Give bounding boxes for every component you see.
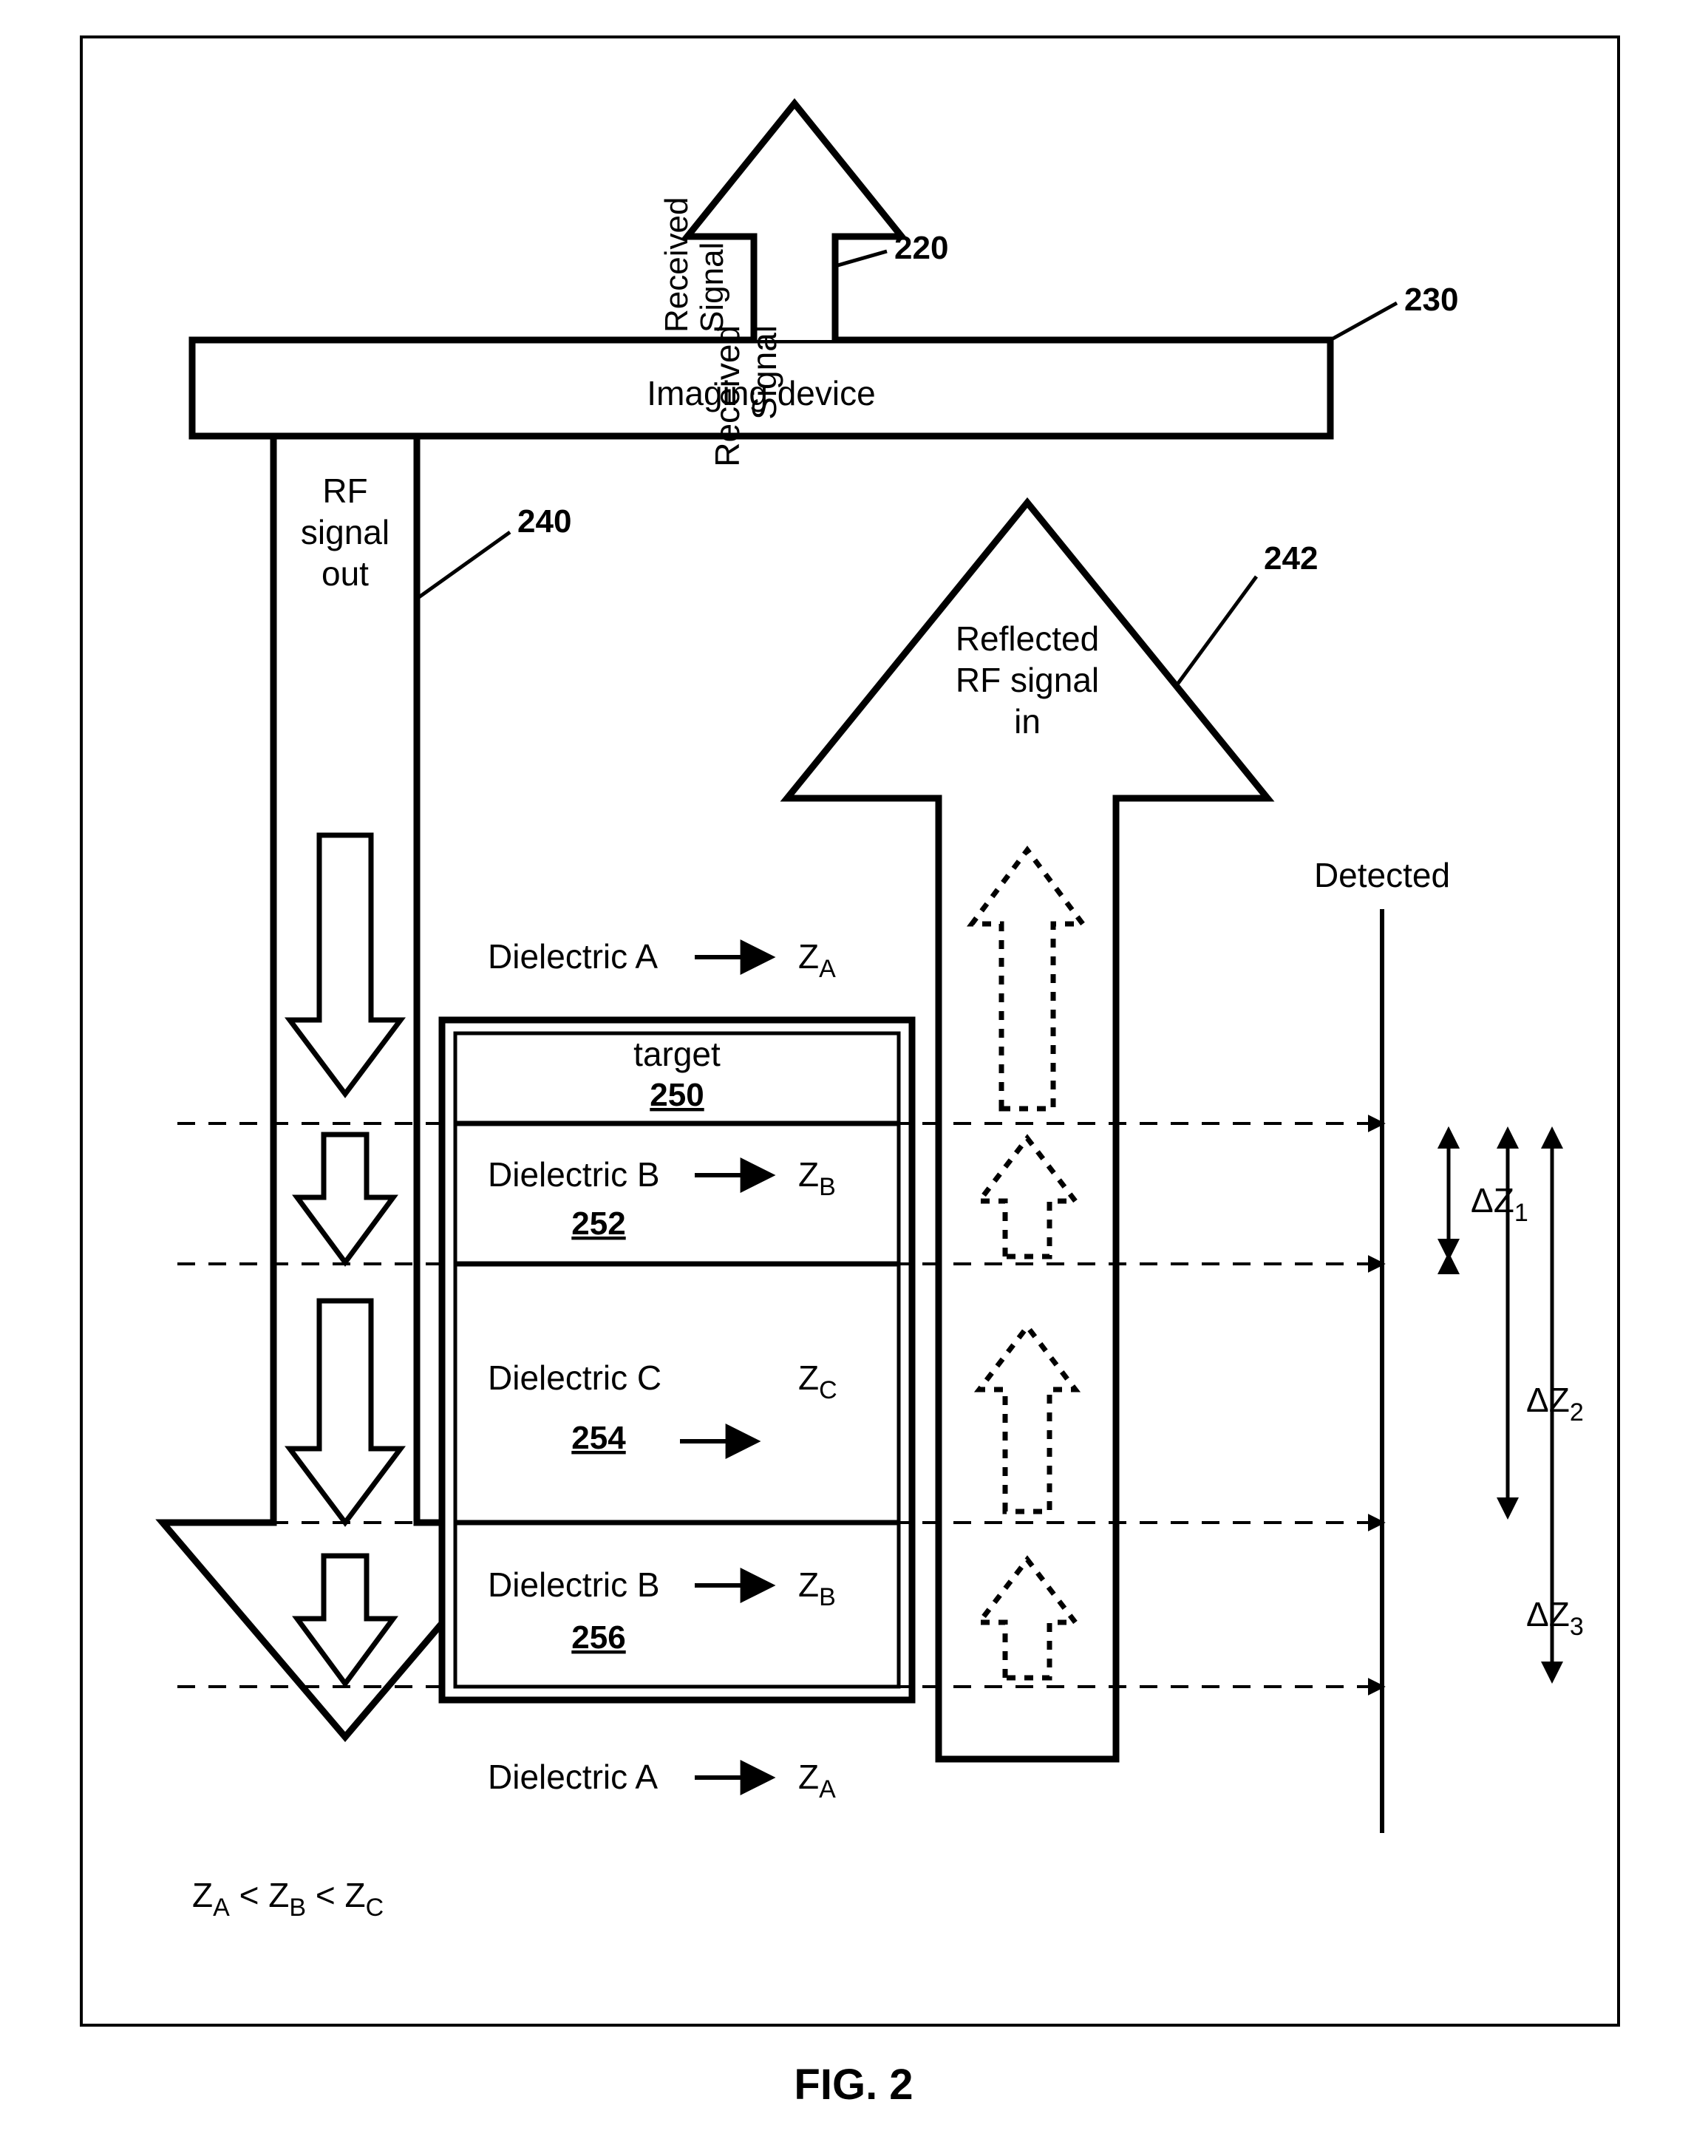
dielectric-b-252: Dielectric B bbox=[488, 1155, 660, 1194]
received-l2: Signal bbox=[745, 325, 783, 420]
dz3-label: ΔZ3 bbox=[1526, 1595, 1584, 1641]
dz1-label: ΔZ1 bbox=[1471, 1181, 1528, 1227]
ref-242: 242 bbox=[1264, 540, 1318, 577]
received-signal-l1: Received bbox=[659, 197, 695, 333]
za-bottom: ZA bbox=[798, 1758, 836, 1803]
leader-220 bbox=[835, 251, 887, 266]
inequality: ZA < ZB < ZC bbox=[192, 1876, 384, 1923]
target-label: target bbox=[633, 1035, 721, 1073]
dielectric-a-bottom: Dielectric A bbox=[488, 1758, 658, 1796]
ref-230: 230 bbox=[1404, 282, 1458, 318]
ref-254: 254 bbox=[571, 1420, 626, 1456]
rf-in-l2: RF signal bbox=[956, 661, 1099, 699]
rf-in-l1: Reflected bbox=[956, 619, 1099, 658]
ref-240: 240 bbox=[517, 503, 571, 540]
dielectric-a-top: Dielectric A bbox=[488, 937, 658, 976]
rf-out-l2: signal bbox=[301, 513, 389, 551]
ref-252: 252 bbox=[571, 1205, 625, 1242]
za-top: ZA bbox=[798, 937, 836, 983]
received-l1: Received bbox=[708, 325, 746, 467]
leader-240 bbox=[417, 532, 510, 599]
figure-label: FIG. 2 bbox=[794, 2061, 913, 2109]
detected-label: Detected bbox=[1314, 856, 1450, 894]
leader-230 bbox=[1330, 303, 1397, 340]
leader-242 bbox=[1175, 577, 1256, 687]
ref-250: 250 bbox=[650, 1077, 704, 1113]
dielectric-b-256: Dielectric B bbox=[488, 1565, 660, 1604]
ref-256: 256 bbox=[571, 1619, 625, 1656]
dz2-label: ΔZ2 bbox=[1526, 1381, 1584, 1426]
rf-out-l1: RF bbox=[322, 472, 367, 510]
received-signal-l2: Signal bbox=[694, 242, 730, 333]
ref-220: 220 bbox=[894, 230, 948, 266]
dielectric-c-254: Dielectric C bbox=[488, 1358, 661, 1397]
rf-out-l3: out bbox=[321, 554, 369, 593]
rf-in-l3: in bbox=[1014, 702, 1041, 741]
